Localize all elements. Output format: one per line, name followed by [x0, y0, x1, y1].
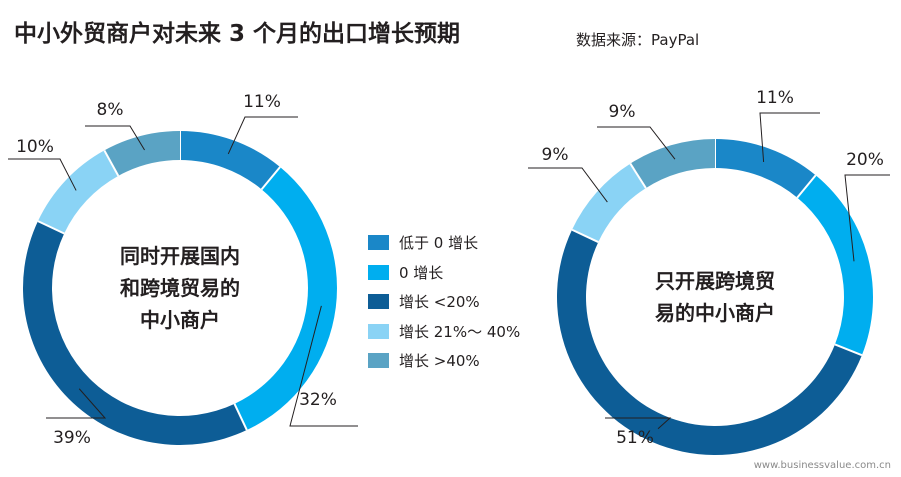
donut-slice [715, 139, 816, 198]
donut-slice [180, 131, 281, 190]
legend-item: 增长 21%～ 40% [368, 317, 520, 347]
legend-item: 0 增长 [368, 258, 520, 288]
footer-url: www.businessvalue.com.cn [753, 460, 891, 471]
donut-slice [104, 131, 180, 176]
donut-slice [556, 229, 862, 456]
legend-label: 增长 >40% [399, 352, 480, 371]
legend-item: 低于 0 增长 [368, 228, 520, 258]
donut-center-label: 和跨境贸易的 [120, 276, 240, 300]
donut-slice [37, 150, 119, 234]
leader-line [759, 112, 820, 163]
legend-label: 增长 21%～ 40% [399, 322, 521, 341]
donut-center-label: 同时开展国内 [120, 244, 240, 268]
data-label: 32% [299, 390, 337, 410]
slice-separator [571, 228, 599, 243]
leader-line [597, 126, 676, 160]
leader-line [227, 116, 298, 155]
donut-center-label: 易的中小商户 [655, 301, 775, 325]
slice-separator [37, 220, 65, 235]
data-label: 11% [243, 92, 281, 112]
slice-separator [796, 174, 817, 199]
legend-swatch [368, 264, 389, 280]
legend-swatch [368, 294, 389, 310]
data-label: 9% [609, 102, 636, 122]
data-label: 11% [756, 88, 794, 108]
slice-separator [233, 403, 248, 431]
legend-label: 增长 <20% [399, 293, 480, 312]
data-label: 39% [53, 428, 91, 448]
legend-item: 增长 >40% [368, 346, 520, 376]
donut-slice [797, 175, 873, 356]
leader-line [844, 174, 890, 262]
chart-title: 中小外贸商户对未来 3 个月的出口增长预期 [14, 21, 461, 47]
legend-label: 低于 0 增长 [399, 234, 479, 253]
leader-line [605, 417, 672, 430]
slice-separator [103, 149, 120, 177]
donut-slice [630, 139, 715, 189]
legend-label: 0 增长 [399, 263, 444, 282]
legend: 低于 0 增长 0 增长 增长 <20% 增长 21%～ 40% 增长 >40% [368, 228, 520, 376]
donut-center-label: 中小商户 [140, 308, 220, 332]
legend-item: 增长 <20% [368, 287, 520, 317]
legend-swatch [368, 353, 389, 369]
legend-swatch [368, 235, 389, 251]
leader-line [528, 167, 608, 203]
slice-separator [629, 163, 647, 189]
leader-line [85, 125, 145, 151]
leader-line [289, 305, 358, 427]
donut-slice [234, 167, 338, 431]
data-label: 8% [97, 100, 124, 120]
data-source: 数据来源：PayPal [576, 31, 700, 49]
slice-separator [834, 343, 863, 357]
leader-line [8, 158, 77, 191]
data-label: 51% [616, 428, 654, 448]
data-label: 9% [542, 145, 569, 165]
legend-swatch [368, 323, 389, 339]
donut-slice [572, 163, 646, 243]
donut-center-label: 只开展跨境贸 [655, 269, 775, 293]
leader-line [46, 388, 107, 419]
data-label: 10% [16, 137, 54, 157]
data-label: 20% [846, 150, 884, 170]
slice-separator [260, 166, 281, 191]
